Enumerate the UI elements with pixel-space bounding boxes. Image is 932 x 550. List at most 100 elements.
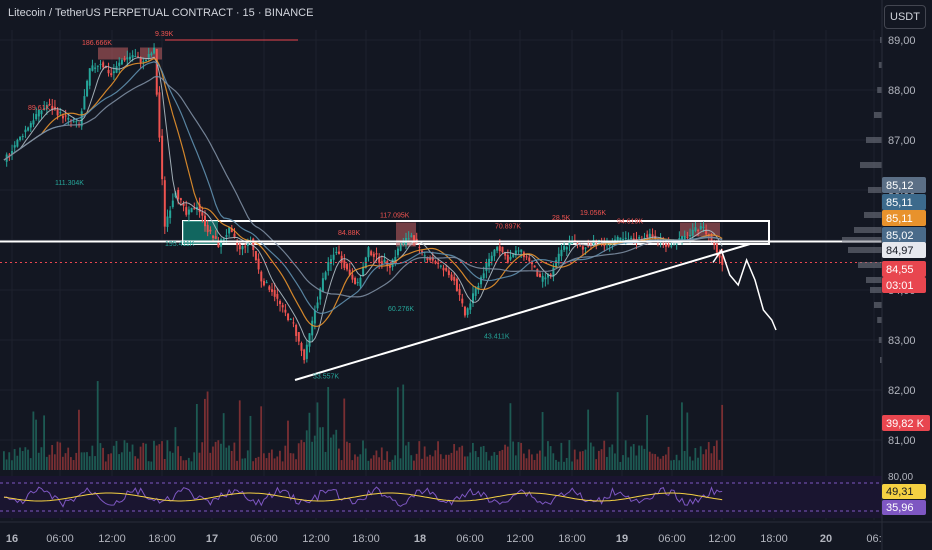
volume-bar bbox=[485, 452, 488, 470]
volume-bar bbox=[249, 415, 252, 470]
volume-bar bbox=[528, 449, 531, 470]
volume-bar bbox=[59, 442, 62, 470]
volume-bar bbox=[174, 427, 177, 470]
volume-bar bbox=[555, 459, 557, 470]
volume-bar bbox=[64, 453, 67, 470]
candle-body bbox=[525, 256, 528, 258]
candle-body bbox=[61, 115, 64, 119]
candle-body bbox=[281, 305, 284, 308]
candle-body bbox=[279, 301, 282, 305]
candle-body bbox=[29, 123, 32, 128]
price-badge bbox=[882, 194, 926, 210]
volume-bar bbox=[19, 447, 21, 470]
candle-body bbox=[461, 298, 464, 304]
candle-body bbox=[450, 274, 453, 280]
candle-body bbox=[555, 260, 558, 268]
candle-body bbox=[447, 270, 450, 276]
candle-body bbox=[24, 129, 27, 133]
volume-bar bbox=[305, 430, 308, 470]
volume-bar bbox=[530, 454, 533, 470]
candle-body bbox=[362, 266, 365, 276]
moving-average-line bbox=[3, 75, 723, 298]
volume-bar bbox=[514, 455, 517, 470]
volume-bar bbox=[707, 442, 710, 470]
volume-bar bbox=[329, 437, 332, 470]
x-tick-label: 18:00 bbox=[558, 533, 586, 545]
candle-body bbox=[246, 240, 249, 246]
candle-body bbox=[530, 261, 533, 265]
candle-body bbox=[614, 239, 617, 241]
moving-average-line bbox=[3, 61, 723, 314]
volume-bar bbox=[214, 441, 217, 470]
volume-bar bbox=[51, 444, 54, 470]
candle-body bbox=[699, 226, 702, 230]
candle-body bbox=[102, 62, 105, 68]
volume-bar bbox=[179, 456, 182, 470]
candle-body bbox=[480, 277, 483, 285]
candle-body bbox=[201, 212, 204, 216]
volume-bar bbox=[187, 457, 190, 470]
candle-body bbox=[603, 243, 606, 246]
volume-bar bbox=[155, 445, 158, 470]
candle-body bbox=[496, 247, 499, 251]
volume-bar bbox=[595, 459, 598, 470]
candle-body bbox=[536, 269, 539, 277]
volume-bar bbox=[533, 459, 536, 470]
volume-bar bbox=[13, 449, 16, 470]
volume-bar bbox=[356, 456, 359, 470]
candle-body bbox=[212, 235, 215, 238]
price-badge-label: 85,12 bbox=[886, 180, 914, 192]
volume-bar bbox=[83, 452, 86, 470]
candle-body bbox=[563, 245, 566, 250]
candle-body bbox=[557, 253, 560, 262]
currency-button[interactable]: USDT bbox=[884, 5, 926, 29]
volume-bar bbox=[99, 443, 102, 470]
chart-grid bbox=[0, 30, 882, 520]
volume-bar bbox=[565, 457, 568, 470]
volume-bar bbox=[718, 459, 721, 470]
volume-bar bbox=[493, 452, 496, 470]
volume-bar bbox=[3, 451, 5, 470]
candle-body bbox=[319, 288, 322, 300]
volume-bar bbox=[53, 454, 56, 470]
volume-bar bbox=[139, 446, 142, 470]
volume-bar bbox=[573, 449, 576, 470]
volume-bar bbox=[150, 461, 153, 470]
candle-body bbox=[667, 244, 670, 247]
candle-body bbox=[228, 227, 231, 234]
candle-body bbox=[509, 256, 512, 260]
candle-body bbox=[292, 322, 295, 324]
volume-bar bbox=[238, 400, 241, 470]
volume-bar bbox=[198, 452, 201, 470]
candle-body bbox=[646, 234, 649, 238]
volume-bar bbox=[128, 451, 131, 470]
candle-body bbox=[115, 66, 118, 73]
volume-bar bbox=[340, 460, 343, 470]
osc-value-badge bbox=[882, 500, 926, 515]
volume-bar bbox=[32, 411, 35, 470]
candle-body bbox=[686, 236, 689, 239]
candle-body bbox=[311, 320, 314, 336]
candle-body bbox=[423, 255, 426, 257]
candle-body bbox=[694, 227, 697, 231]
candle-body bbox=[134, 56, 137, 58]
candle-body bbox=[664, 244, 667, 247]
volume-bar bbox=[145, 443, 147, 470]
volume-profile-bar bbox=[848, 247, 882, 253]
volume-bar bbox=[463, 456, 466, 470]
candle-body bbox=[112, 71, 115, 74]
volume-bar bbox=[715, 440, 718, 470]
volume-bar bbox=[112, 445, 115, 470]
volume-bar bbox=[581, 451, 584, 470]
x-tick-label: 16 bbox=[6, 533, 18, 545]
candle-body bbox=[552, 267, 555, 277]
volume-bar bbox=[378, 457, 380, 470]
candle-body bbox=[171, 200, 174, 207]
volume-bar bbox=[86, 452, 88, 470]
volume-bar bbox=[571, 461, 573, 470]
volume-bar bbox=[469, 452, 472, 470]
volume-bar bbox=[383, 459, 386, 470]
price-badge bbox=[882, 415, 930, 431]
candle-body bbox=[80, 111, 83, 127]
